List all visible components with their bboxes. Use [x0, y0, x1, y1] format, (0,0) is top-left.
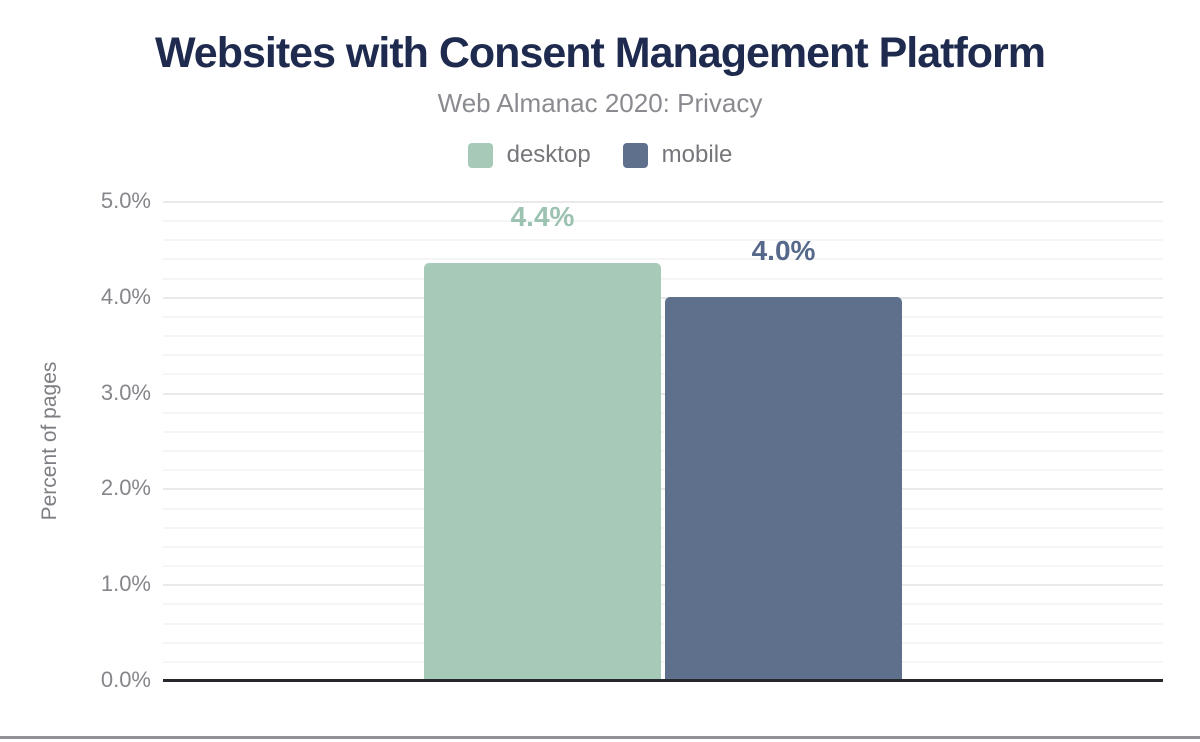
bar-mobile[interactable]: [665, 296, 902, 680]
gridline-minor: [163, 622, 1163, 625]
bar-desktop[interactable]: [424, 263, 661, 680]
y-axis-title: Percent of pages: [38, 361, 61, 520]
gridline-minor: [163, 469, 1163, 472]
bar-value-label-mobile: 4.0%: [751, 234, 816, 266]
y-tick-label: 1.0%: [100, 571, 151, 597]
legend-label-desktop: desktop: [506, 141, 591, 169]
gridline-minor: [163, 239, 1163, 242]
x-axis-line: [163, 679, 1163, 682]
gridline-minor: [163, 411, 1163, 414]
chart-title: Websites with Consent Management Platfor…: [154, 29, 1046, 77]
gridline-major: [163, 488, 1163, 491]
gridline-major: [163, 296, 1163, 299]
gridline-minor: [163, 565, 1163, 568]
gridline-minor: [163, 450, 1163, 453]
gridline-minor: [163, 660, 1163, 663]
legend-item-mobile[interactable]: mobile: [622, 141, 733, 169]
gridline-minor: [163, 545, 1163, 548]
chart-subtitle: Web Almanac 2020: Privacy: [437, 88, 763, 119]
gridline-minor: [163, 315, 1163, 318]
legend: desktop mobile: [0, 141, 1200, 169]
y-tick-label: 3.0%: [100, 379, 151, 405]
gridline-major: [163, 392, 1163, 395]
bar-value-label-desktop: 4.4%: [510, 201, 575, 233]
gridline-minor: [163, 258, 1163, 261]
gridline-minor: [163, 507, 1163, 510]
legend-item-desktop[interactable]: desktop: [467, 141, 591, 169]
gridline-minor: [163, 220, 1163, 223]
gridline-minor: [163, 373, 1163, 376]
gridline-minor: [163, 354, 1163, 357]
gridline-minor: [163, 335, 1163, 338]
gridline-major: [163, 584, 1163, 587]
legend-swatch-desktop: [467, 142, 493, 168]
y-tick-label: 0.0%: [100, 667, 151, 692]
y-tick-label: 2.0%: [100, 475, 151, 501]
legend-swatch-mobile: [622, 142, 648, 168]
gridline-major: [163, 201, 1163, 203]
gridline-minor: [163, 603, 1163, 606]
gridline-minor: [163, 430, 1163, 433]
bottom-divider: [0, 736, 1200, 739]
gridline-minor: [163, 277, 1163, 280]
y-tick-label: 5.0%: [100, 188, 151, 213]
legend-label-mobile: mobile: [661, 141, 733, 169]
y-tick-label: 4.0%: [100, 283, 151, 309]
plot-area: Percent of pages 0.0% 1.0% 2.0% 3.0% 4.0% 5.0…: [38, 189, 1163, 692]
gridline-minor: [163, 526, 1163, 529]
gridline-minor: [163, 641, 1163, 644]
